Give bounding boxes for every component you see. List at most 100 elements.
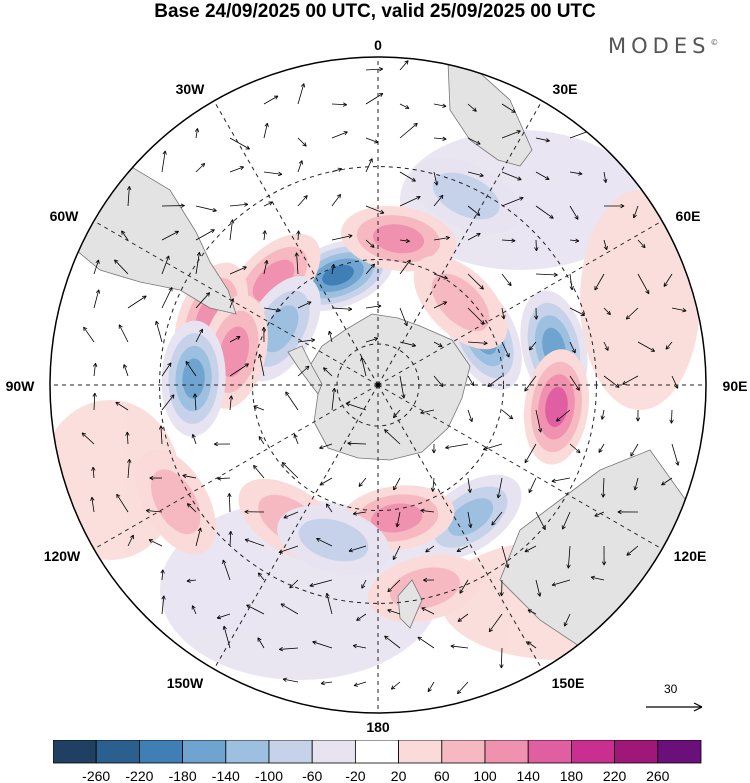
- wind-vector: [456, 545, 469, 552]
- wind-vector: [665, 341, 673, 350]
- wind-vector-head: [403, 321, 408, 327]
- wind-vector-head: [507, 281, 512, 287]
- modes-logo: MODES©: [608, 34, 718, 58]
- wind-vector: [353, 511, 367, 515]
- wind-vector-head: [343, 131, 348, 136]
- wind-vector: [551, 477, 571, 482]
- colorbar-label: -260: [82, 768, 110, 783]
- wind-vector-head: [323, 367, 328, 372]
- wind-vector: [535, 137, 550, 142]
- wind-vector-head: [556, 417, 561, 422]
- wind-vector-head: [405, 104, 410, 109]
- wind-vector-head: [294, 252, 299, 257]
- wind-vector-head: [373, 337, 379, 342]
- wind-vector: [459, 579, 469, 594]
- wind-vector: [297, 83, 305, 105]
- wind-vector: [535, 205, 554, 219]
- wind-vector: [127, 534, 134, 547]
- wind-vector-head: [534, 247, 539, 252]
- colorbar-box: [614, 740, 659, 764]
- wind-vector: [501, 545, 509, 568]
- wind-vector: [467, 233, 481, 241]
- wind-vector: [399, 171, 416, 182]
- wind-vector: [195, 252, 200, 275]
- wind-vector: [294, 434, 299, 445]
- wind-vector: [127, 186, 130, 207]
- wind-vector-head: [601, 561, 607, 566]
- wind-vector-head: [590, 575, 596, 580]
- wind-vector-head: [635, 417, 641, 422]
- wind-vector: [246, 604, 265, 615]
- wind-vector: [384, 429, 401, 445]
- wind-vector-head: [537, 428, 543, 433]
- wind-vector: [590, 576, 605, 581]
- wind-vector-head: [404, 60, 409, 65]
- wind-vector: [501, 171, 522, 181]
- wind-vector-head: [457, 617, 463, 622]
- wind-vector-head: [239, 166, 244, 171]
- wind-vector: [126, 431, 129, 445]
- wind-vector: [192, 434, 197, 445]
- wind-vector-head: [127, 458, 132, 464]
- wind-vector-head: [387, 587, 392, 593]
- wind-vector-head: [406, 259, 411, 265]
- wind-vector-head: [603, 178, 608, 183]
- wind-vector: [467, 205, 481, 216]
- wind-vector: [396, 511, 401, 528]
- wind-vector: [417, 636, 435, 649]
- wind-vector: [93, 259, 100, 275]
- wind-vector: [160, 425, 163, 445]
- wind-vector: [229, 395, 232, 411]
- wind-vector: [223, 625, 231, 649]
- wind-vector-head: [302, 142, 307, 147]
- wind-vector: [501, 130, 521, 139]
- wind-vector: [393, 409, 401, 419]
- wind-vector-head: [213, 441, 218, 447]
- wind-vector: [127, 295, 147, 309]
- wind-vector-head: [574, 215, 579, 220]
- wind-vector: [569, 341, 576, 354]
- wind-vector-head: [626, 551, 631, 556]
- wind-vector: [116, 493, 129, 513]
- lon-label-0: 0: [374, 37, 382, 53]
- wind-vector: [467, 307, 485, 325]
- wind-vector: [121, 230, 129, 241]
- wind-vector-head: [511, 108, 516, 113]
- wind-vector: [524, 545, 537, 553]
- wind-vector-head: [258, 353, 263, 359]
- wind-vector: [625, 307, 639, 320]
- wind-vector: [353, 645, 367, 649]
- wind-vector: [467, 375, 475, 386]
- wind-vector-head: [356, 616, 361, 621]
- wind-vector: [467, 341, 488, 344]
- wind-vector: [222, 559, 231, 581]
- wind-vector-head: [327, 330, 333, 336]
- wind-vector: [345, 402, 367, 411]
- wind-vector-head: [196, 252, 202, 257]
- wind-vector: [253, 405, 265, 411]
- wind-vector-head: [519, 196, 524, 201]
- wind-vector: [524, 375, 537, 392]
- wind-vector: [527, 641, 537, 649]
- wind-vector-head: [160, 569, 165, 574]
- wind-vector: [319, 443, 333, 449]
- wind-vector-head: [121, 230, 126, 235]
- wind-vector-head: [390, 685, 396, 690]
- wind-vector: [399, 375, 405, 399]
- wind-vector-head: [617, 509, 622, 515]
- wind-vector-head: [230, 219, 235, 224]
- wind-vector-head: [472, 107, 477, 112]
- wind-vector: [399, 239, 410, 242]
- wind-vector-head: [300, 83, 306, 88]
- colorbar-label: -180: [169, 768, 197, 783]
- wind-vector-head: [244, 363, 249, 368]
- wind-vector-head: [537, 592, 542, 597]
- wind-vector-head: [257, 637, 262, 642]
- wind-vector: [603, 171, 607, 183]
- wind-vector: [320, 681, 333, 684]
- colorbar-box: [182, 740, 227, 764]
- wind-vector-head: [524, 458, 529, 464]
- wind-vector: [229, 137, 250, 150]
- wind-vector: [161, 255, 170, 275]
- wind-vector-head: [569, 285, 574, 291]
